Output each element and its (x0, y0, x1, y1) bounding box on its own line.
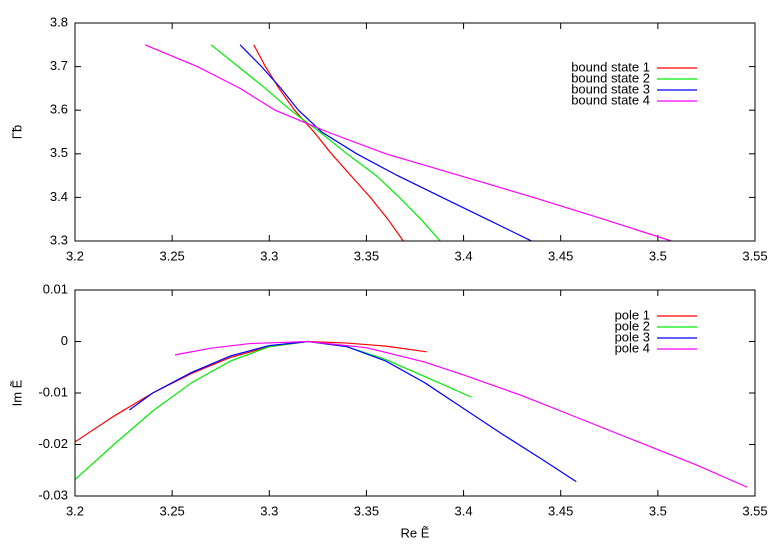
series-line (75, 340, 427, 443)
x-tick-label: 3.2 (66, 503, 84, 518)
x-tick-label: 3.4 (455, 248, 473, 263)
x-tick-label: 3.4 (455, 503, 473, 518)
x-tick-label: 3.45 (548, 248, 573, 263)
series-line (75, 340, 472, 480)
x-tick-label: 3.5 (649, 503, 667, 518)
plot-frame (74, 22, 756, 242)
x-tick-label: 3.25 (159, 503, 184, 518)
legend-label: bound state 3 (571, 81, 650, 96)
legend-label: bound state 1 (571, 59, 650, 74)
y-tick-label: 3.7 (50, 58, 68, 73)
series-line (239, 44, 532, 241)
y-tick-label: -0.03 (38, 487, 68, 502)
legend-label: pole 4 (615, 340, 650, 355)
x-tick-label: 3.55 (742, 248, 767, 263)
y-tick-label: 0.01 (43, 281, 68, 296)
x-tick-label: 3.3 (260, 248, 278, 263)
series-line (129, 340, 577, 483)
y-tick-label: 3.4 (50, 189, 68, 204)
y-tick-label: -0.01 (38, 384, 68, 399)
x-tick-label: 3.5 (649, 248, 667, 263)
series-line (144, 44, 672, 241)
y-axis-label: Γ̃b (9, 125, 24, 139)
legend-label: bound state 4 (571, 92, 650, 107)
y-tick-label: 3.3 (50, 232, 68, 247)
x-tick-label: 3.45 (548, 503, 573, 518)
x-tick-label: 3.3 (260, 503, 278, 518)
y-tick-label: 0 (61, 333, 68, 348)
plot-frame (74, 289, 756, 497)
legend-label: pole 1 (615, 307, 650, 322)
series-line (253, 44, 404, 241)
y-tick-label: -0.02 (38, 436, 68, 451)
x-tick-label: 3.2 (66, 248, 84, 263)
x-axis-label: Re Ẽ (401, 525, 430, 540)
series-line (210, 44, 441, 241)
y-tick-label: 3.5 (50, 145, 68, 160)
x-tick-label: 3.35 (354, 503, 379, 518)
legend-label: pole 3 (615, 329, 650, 344)
y-tick-label: 3.6 (50, 102, 68, 117)
x-tick-label: 3.55 (742, 503, 767, 518)
legend-label: pole 2 (615, 318, 650, 333)
x-tick-label: 3.35 (354, 248, 379, 263)
x-tick-label: 3.25 (159, 248, 184, 263)
y-tick-label: 3.8 (50, 14, 68, 29)
legend-label: bound state 2 (571, 70, 650, 85)
series-line (174, 340, 748, 488)
y-axis-label: Im Ẽ (9, 379, 24, 406)
